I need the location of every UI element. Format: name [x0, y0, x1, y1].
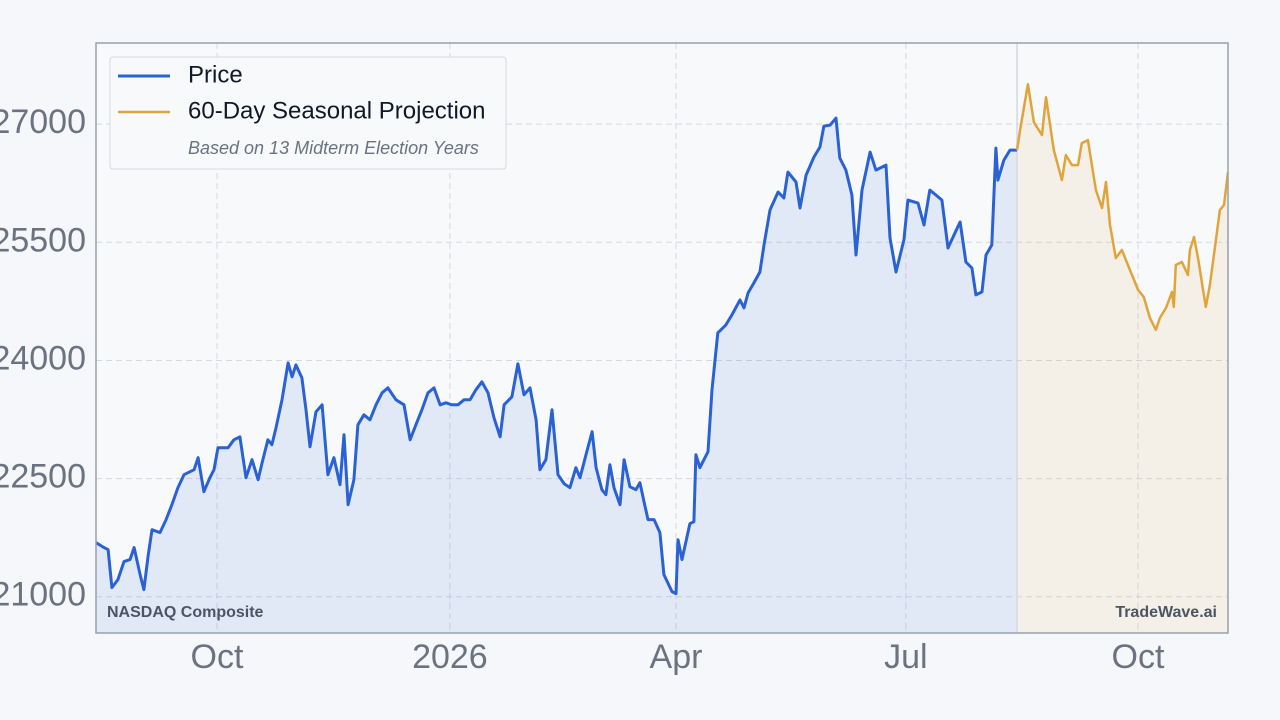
grid	[96, 43, 1228, 633]
chart-title: NASDAQ Composite	[107, 604, 264, 621]
plot-frame	[95, 42, 1229, 634]
x-tick-label: Jul	[884, 638, 927, 676]
x-tick-label: 2026	[412, 638, 488, 676]
x-tick-label: Oct	[1112, 638, 1165, 676]
y-tick-label: 21000	[0, 576, 86, 614]
legend: Based on 13 Midterm Election Years Price…	[109, 56, 507, 170]
source-label: TradeWave.ai	[1115, 604, 1217, 621]
series-line	[1015, 82, 1228, 332]
legend-label: Price	[188, 61, 243, 88]
lines	[96, 82, 1228, 596]
y-tick-label: 25500	[0, 221, 86, 259]
series-line	[96, 116, 1017, 596]
y-tick-label: 27000	[0, 103, 86, 141]
legend-box	[109, 56, 507, 170]
x-tick-label: Oct	[191, 638, 244, 676]
ticks: 21000 22500 24000 25500 27000 Oct 2026 Apr Jul Oc…	[0, 103, 1165, 676]
legend-label: 60-Day Seasonal Projection	[188, 97, 486, 124]
area	[1017, 84, 1228, 633]
legend-note: Based on 13 Midterm Election Years	[188, 138, 479, 158]
area	[96, 118, 1017, 633]
y-tick-label: 22500	[0, 458, 86, 496]
x-tick-label: Apr	[650, 638, 703, 676]
y-tick-label: 24000	[0, 339, 86, 377]
areas	[96, 43, 1228, 633]
